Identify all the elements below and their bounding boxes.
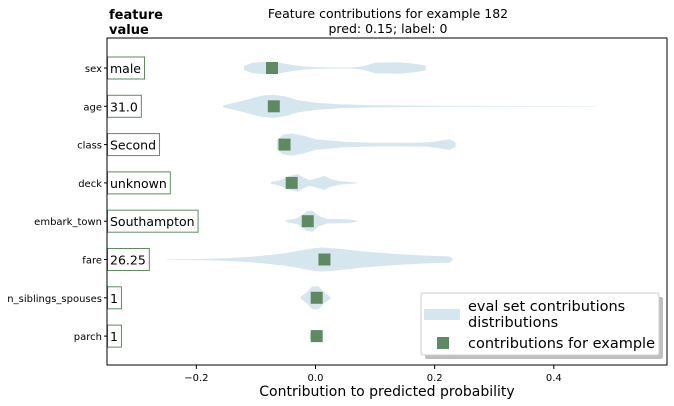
feature-label-sex: sex [85, 64, 102, 75]
violin-sex [244, 61, 426, 75]
legend-square-marker [437, 337, 449, 349]
feature-label-parch: parch [74, 332, 102, 343]
contribution-marker-embark_town [301, 215, 314, 228]
contribution-marker-parch [310, 330, 323, 343]
violin-deck [270, 174, 358, 192]
contribution-marker-class [278, 138, 291, 151]
feature-value-sex: male [110, 61, 141, 76]
marker-layer [266, 62, 331, 343]
chart-subtitle: pred: 0.15; label: 0 [329, 21, 448, 36]
feature-value-class: Second [110, 138, 156, 153]
feature-value-parch: 1 [110, 329, 118, 344]
x-tick-label-0: −0.2 [184, 373, 208, 384]
feature-value-deck: unknown [110, 176, 167, 191]
x-tick-label-3: 0.4 [546, 373, 562, 384]
feature-label-embark_town: embark_town [34, 217, 102, 228]
legend-label-distributions-2: distributions [468, 315, 558, 331]
violin-fare [166, 247, 453, 272]
legend: eval set contributions distributions con… [420, 292, 663, 359]
violin-embark_town [285, 210, 358, 232]
feature-label-fare: fare [82, 256, 102, 267]
contribution-marker-deck [285, 176, 298, 189]
feature-value-fare: 26.25 [110, 253, 146, 268]
feature-label-class: class [77, 141, 102, 152]
feature-label-deck: deck [78, 179, 102, 190]
contribution-marker-sex [266, 62, 279, 74]
feature-value-age: 31.0 [110, 99, 138, 114]
value-box-layer: male 31.0 Second unknown Southampton 26.25 1 1 [107, 56, 199, 348]
violin-age [223, 94, 596, 118]
x-tick-layer: −0.2 0.0 0.2 0.4 [184, 365, 562, 384]
x-axis-label: Contribution to predicted probability [259, 384, 514, 400]
feature-label-n_siblings_spouses: n_siblings_spouses [7, 294, 102, 305]
feature-value-embark_town: Southampton [110, 214, 195, 229]
legend-box [420, 292, 660, 356]
feature-value-n_siblings_spouses: 1 [110, 291, 118, 306]
plot-frame [106, 37, 668, 366]
contribution-marker-n_siblings_spouses [310, 291, 323, 304]
contribution-marker-age [267, 100, 280, 113]
contribution-marker-fare [318, 253, 331, 266]
corner-label-feature: feature [109, 8, 163, 23]
corner-label-value: value [109, 23, 149, 38]
violin-class [276, 133, 456, 156]
legend-label-example: contributions for example [468, 336, 655, 352]
x-tick-label-1: 0.0 [308, 373, 324, 384]
legend-label-distributions-1: eval set contributions [468, 299, 625, 315]
chart-title: Feature contributions for example 182 [268, 6, 508, 21]
x-tick-label-2: 0.2 [427, 373, 443, 384]
legend-violin-swatch [424, 309, 460, 320]
feature-label-age: age [83, 102, 102, 113]
